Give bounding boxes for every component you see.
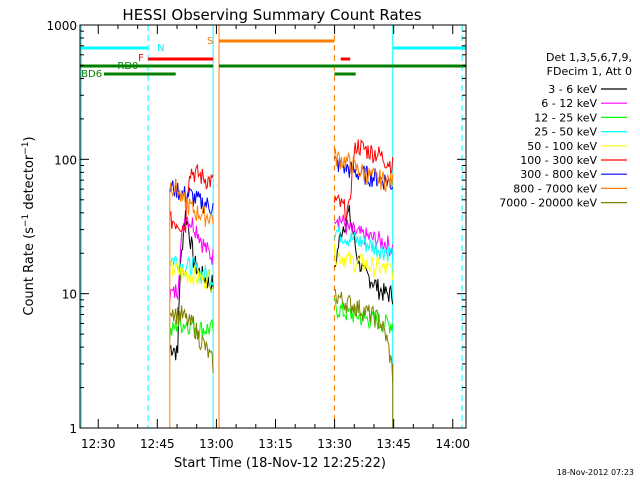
series-line-800-7000-b [333, 148, 394, 194]
y-axis-label: Count Rate (s−1 detector−1) [21, 136, 37, 315]
series-line-300-800-b [334, 156, 394, 190]
y-tick-label: 1000 [46, 19, 77, 33]
y-tick-label: 10 [62, 288, 77, 302]
y-axis: 1 10 100 1000 [46, 19, 466, 436]
flag-label-f: F [138, 53, 144, 64]
x-tick-label: 14:00 [435, 437, 470, 451]
legend-label: 300 - 800 keV [520, 168, 597, 181]
legend-label: 50 - 100 keV [527, 140, 597, 153]
flag-label-rd0: RD0 [117, 61, 138, 72]
x-axis-label: Start Time (18-Nov-12 12:25:22) [174, 456, 386, 471]
legend-label: 6 - 12 keV [541, 97, 597, 110]
series-line-50-100-b [333, 243, 394, 281]
flag-label-s: S [207, 36, 213, 47]
legend-header-1: Det 1,3,5,6,7,9, [546, 51, 632, 64]
x-tick-label: 12:45 [140, 437, 175, 451]
x-tick-label: 12:30 [81, 437, 116, 451]
series-line-25-50-b [333, 223, 394, 263]
series-line-6-12-a [169, 216, 214, 302]
x-tick-label: 13:00 [199, 437, 234, 451]
y-tick-label: 100 [54, 153, 77, 167]
plot-content: N F S RD0 BD6 [80, 25, 466, 428]
legend-label: 12 - 25 keV [534, 111, 597, 124]
series-line-50-100-a [169, 261, 214, 293]
series-line-6-12-b [334, 214, 394, 256]
x-axis: 12:30 12:45 13:00 13:15 13:30 13:45 14:00 [81, 25, 470, 451]
chart-title: HESSI Observing Summary Count Rates [122, 6, 421, 24]
series-line-100-300-a [169, 163, 214, 233]
series-line-12-25-a [169, 315, 214, 340]
series-line-7000-20000-b [334, 288, 394, 383]
series-line-7000-20000-a [169, 305, 214, 373]
x-tick-label: 13:30 [317, 437, 352, 451]
legend-label: 100 - 300 keV [520, 154, 597, 167]
series-line-800-7000-a [169, 178, 214, 227]
flag-label-n: N [157, 43, 164, 54]
footer-timestamp: 18-Nov-2012 07:23 [557, 468, 634, 477]
series-line-3-6-a [169, 209, 214, 361]
y-tick-label: 1 [69, 422, 77, 436]
x-tick-label: 13:15 [258, 437, 293, 451]
flag-label-bd6: BD6 [81, 69, 102, 80]
legend-label: 25 - 50 keV [534, 126, 597, 139]
series-line-100-300-b [333, 139, 394, 222]
x-tick-label: 13:45 [376, 437, 411, 451]
legend-label: 800 - 7000 keV [513, 182, 597, 195]
legend-header-2: FDecim 1, Att 0 [547, 65, 632, 78]
legend-label: 3 - 6 keV [548, 83, 597, 96]
legend: Det 1,3,5,6,7,9, FDecim 1, Att 0 3 - 6 k… [499, 51, 632, 210]
series-line-3-6-b [334, 205, 394, 305]
legend-label: 7000 - 20000 keV [499, 197, 597, 210]
plot-frame [79, 24, 467, 429]
